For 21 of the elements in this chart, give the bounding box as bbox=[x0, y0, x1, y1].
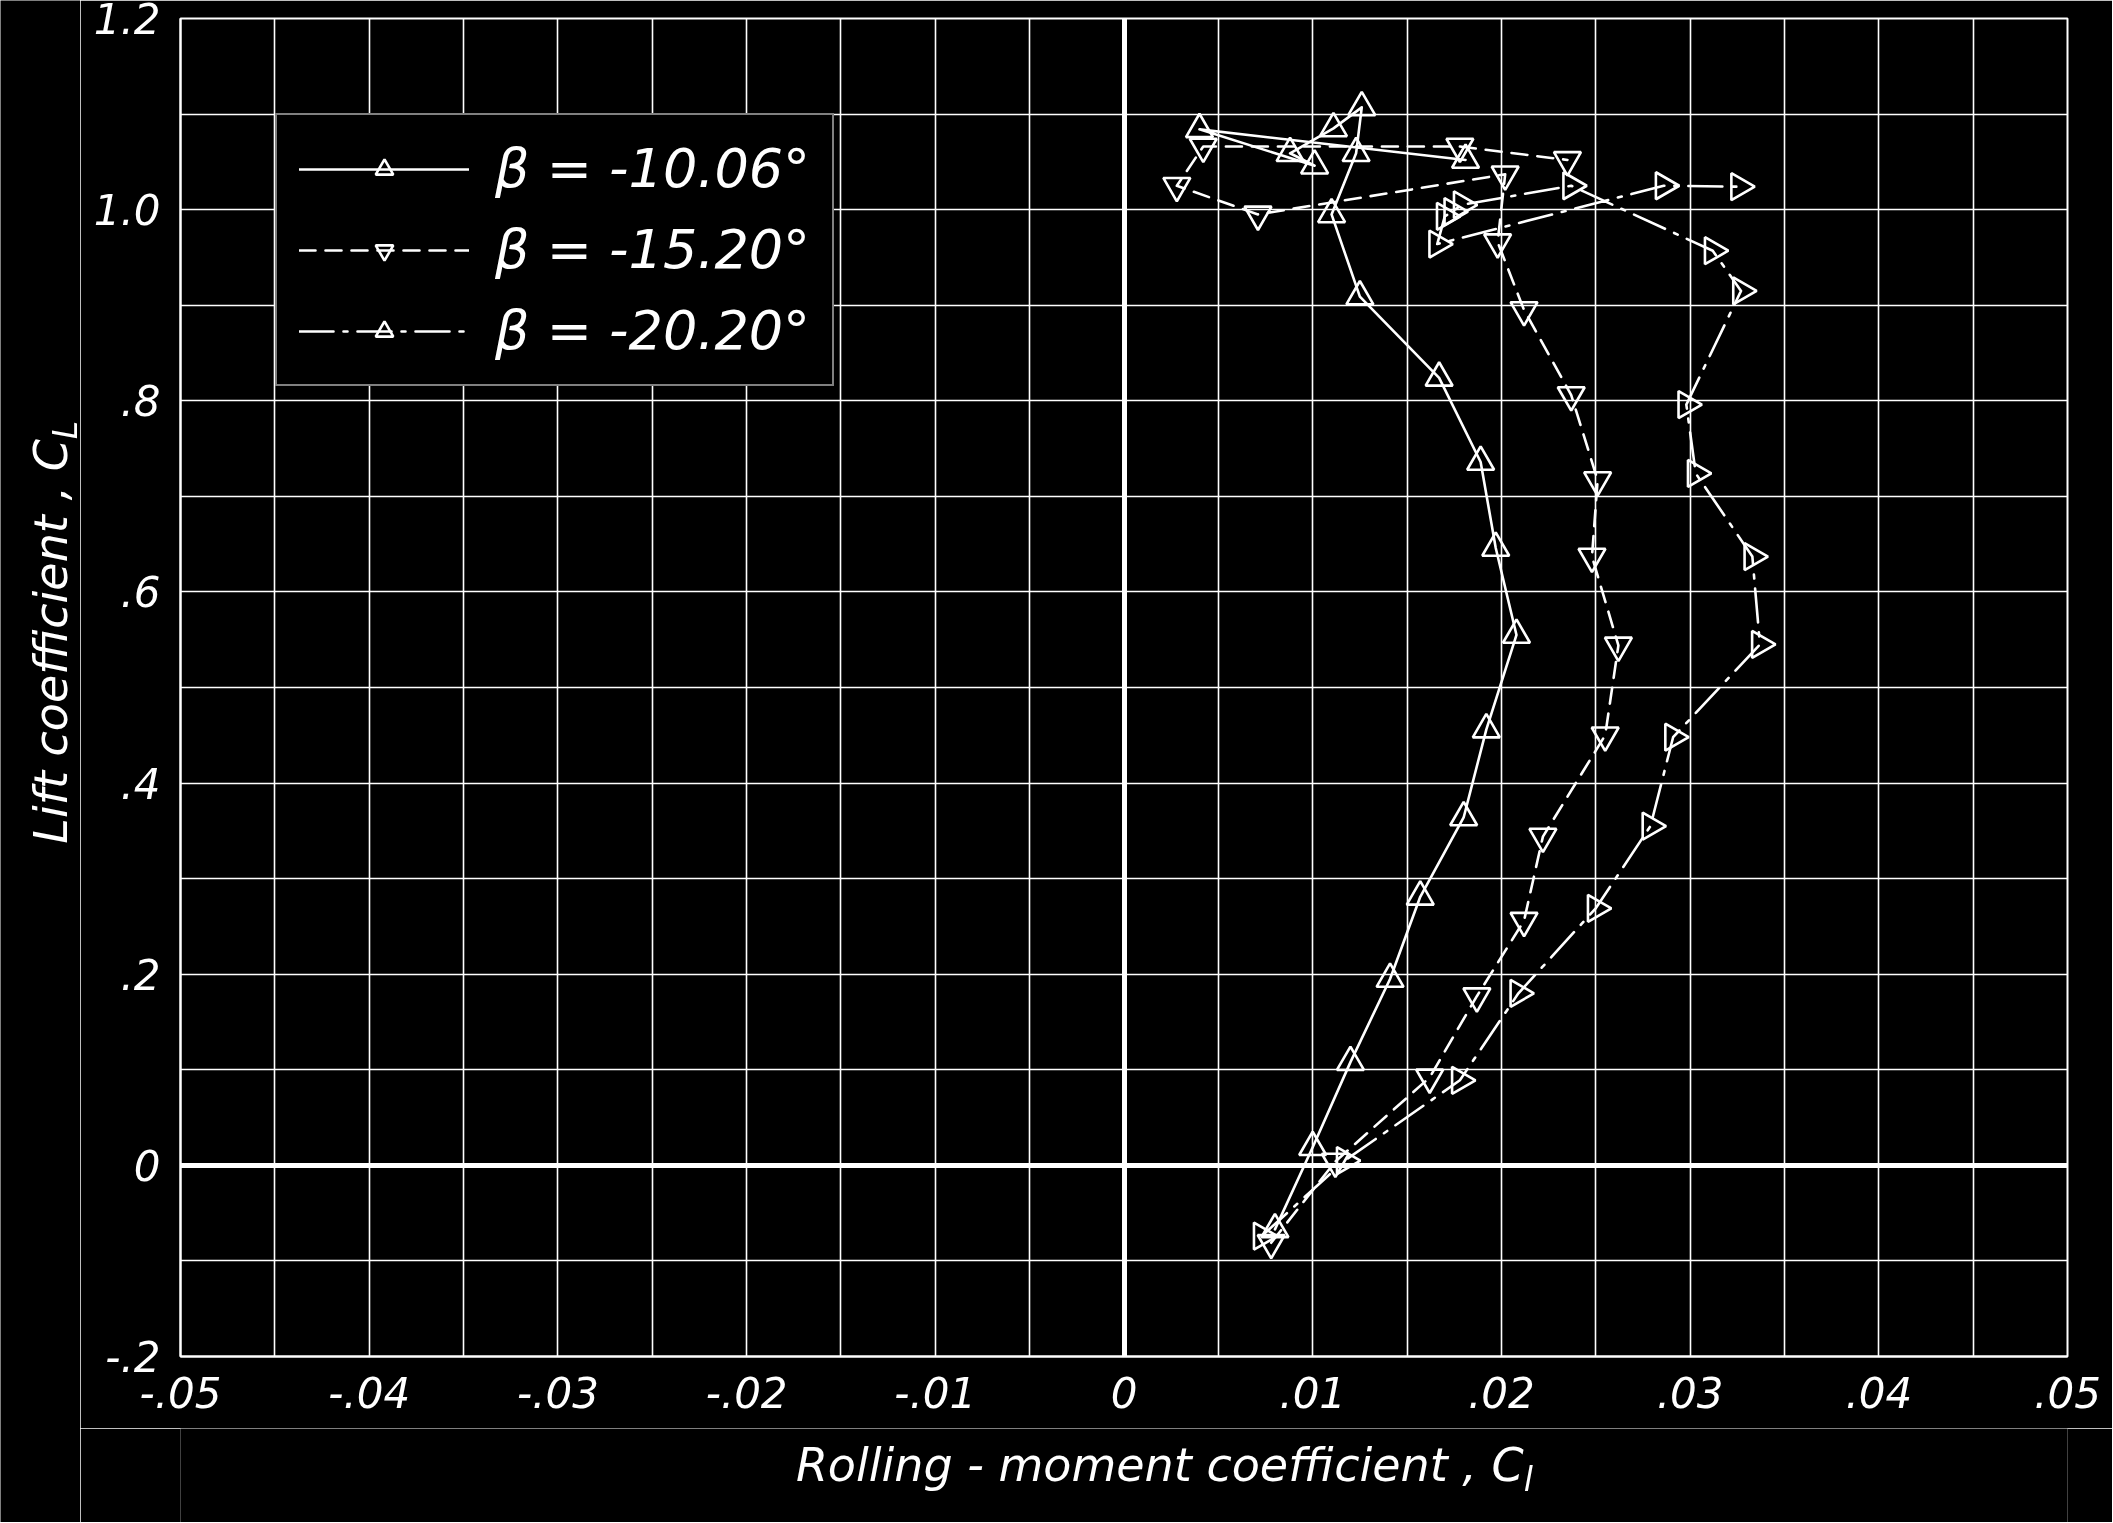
x-tick-label: .02 bbox=[1468, 1368, 1535, 1418]
x-tick-label: .01 bbox=[1279, 1368, 1347, 1418]
y-axis-title: Lift coefficient , CL bbox=[23, 420, 85, 844]
x-tick-label: -.04 bbox=[328, 1368, 411, 1418]
y-tick-label: .8 bbox=[120, 377, 161, 427]
x-tick-label: .04 bbox=[1845, 1368, 1913, 1418]
x-tick-label: -.03 bbox=[516, 1368, 599, 1418]
y-tick-label: .4 bbox=[120, 759, 161, 809]
x-tick-label: 0 bbox=[1110, 1368, 1138, 1418]
x-tick-label: -.02 bbox=[705, 1368, 788, 1418]
y-tick-label: .2 bbox=[120, 950, 161, 1000]
x-tick-label: .03 bbox=[1656, 1368, 1724, 1418]
legend-label: β = -20.20° bbox=[495, 299, 811, 362]
y-tick-label: .6 bbox=[120, 568, 161, 618]
legend-label: β = -10.06° bbox=[495, 137, 811, 200]
y-tick-label: 1.0 bbox=[93, 186, 161, 236]
x-tick-label: -.01 bbox=[894, 1368, 977, 1418]
x-tick-label: .05 bbox=[2034, 1368, 2101, 1418]
y-tick-label: 0 bbox=[133, 1141, 161, 1191]
legend-label: β = -15.20° bbox=[495, 218, 811, 281]
y-tick-label: 1.2 bbox=[93, 0, 161, 44]
